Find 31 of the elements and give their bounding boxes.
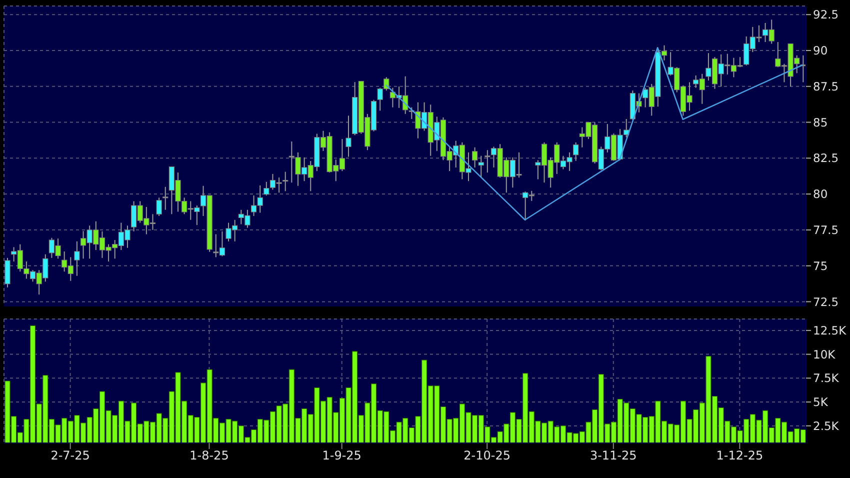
candlestick	[264, 181, 270, 196]
candlestick	[156, 197, 162, 216]
y-tick-label: 75	[813, 258, 828, 273]
y-tick-label: 2.5K	[813, 418, 840, 433]
x-tick-label: 1-8-25	[190, 448, 229, 463]
x-tick-label: 2-7-25	[50, 448, 90, 463]
x-tick-label: 3-11-25	[590, 448, 637, 463]
candlestick	[282, 171, 288, 192]
y-tick-label: 92.5	[813, 8, 839, 22]
y-tick-label: 10K	[813, 347, 836, 362]
candlestick	[484, 150, 490, 174]
y-tick-label: 80	[813, 187, 828, 202]
y-tick-label: 87.5	[813, 79, 839, 94]
candlestick	[472, 146, 478, 168]
y-tick-label: 85	[813, 115, 828, 130]
candlestick	[478, 155, 484, 178]
y-tick-label: 72.5	[813, 294, 839, 309]
candlestick	[573, 142, 579, 162]
y-tick-label: 7.5K	[813, 371, 840, 386]
y-tick-label: 77.5	[813, 223, 839, 238]
y-tick-label: 90	[813, 44, 828, 58]
candlestick	[4, 257, 10, 288]
candlestick	[162, 186, 168, 210]
candlestick	[346, 115, 352, 158]
x-tick-label: 1-12-25	[716, 448, 764, 463]
x-tick-label: 2-10-25	[464, 448, 511, 463]
y-tick-label: 12.5K	[813, 324, 847, 338]
x-tick-label: 1-9-25	[322, 448, 362, 463]
y-tick-label: 5K	[813, 395, 828, 410]
candlestick	[74, 240, 80, 276]
y-tick-label: 82.5	[813, 151, 839, 166]
